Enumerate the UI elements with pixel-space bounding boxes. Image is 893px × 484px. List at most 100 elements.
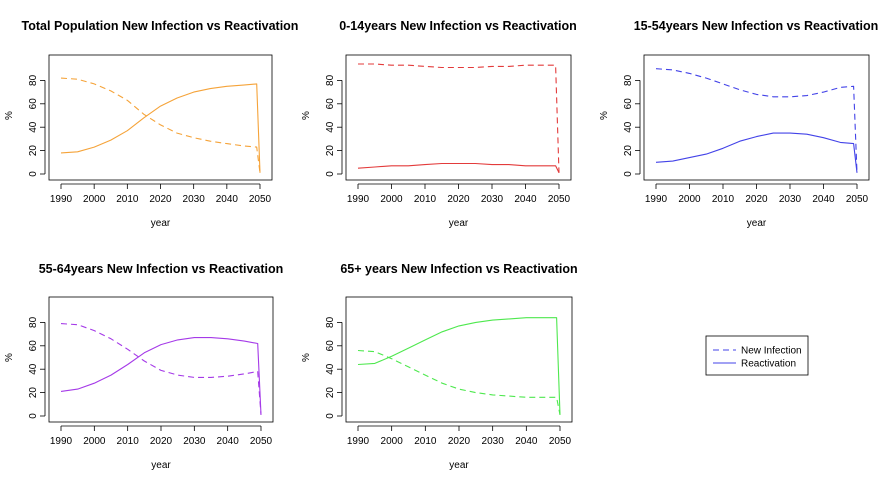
x-axis: 1990 2000 2010 2020 2030 2040 2050 — [50, 183, 272, 205]
chart-panel: 1990 2000 2010 2020 2030 2040 2050020406080Tot… — [4, 19, 298, 229]
x-tick-label: 1990 — [347, 194, 370, 205]
x-axis-title: year — [747, 218, 767, 229]
series-line-reactivation — [60, 337, 262, 415]
x-tick-label: 2000 — [678, 194, 701, 205]
x-tick-label: 2030 — [183, 436, 206, 447]
y-axis-title: % — [301, 353, 312, 362]
x-tick-label: 2010 — [116, 194, 139, 205]
plot-frame — [48, 296, 274, 423]
x-tick-label: 2040 — [515, 436, 538, 447]
series-group — [60, 323, 262, 415]
x-tick-label: 2030 — [779, 194, 802, 205]
chart-panel: 1990 2000 2010 2020 2030 2040 20500204060800-1… — [301, 19, 577, 229]
x-tick-label: 1990 — [645, 194, 668, 205]
y-axis: 0 20 40 60 80 — [325, 74, 343, 177]
x-axis-title: year — [449, 460, 469, 471]
plot-frame — [48, 54, 273, 181]
y-axis-title: % — [599, 111, 610, 120]
series-group — [655, 68, 858, 173]
y-tick-label: 40 — [28, 121, 39, 133]
y-axis-title: % — [4, 111, 15, 120]
y-tick-label: 60 — [28, 340, 39, 352]
x-tick-label: 2030 — [482, 436, 505, 447]
x-tick-label: 2050 — [846, 194, 869, 205]
series-line-new-infection — [358, 63, 560, 173]
y-axis: 0 20 40 60 80 — [28, 74, 46, 177]
plot-frame — [345, 54, 572, 181]
y-tick-label: 60 — [623, 98, 634, 110]
x-axis: 1990 2000 2010 2020 2030 2040 2050 — [347, 425, 572, 447]
x-tick-label: 2040 — [514, 194, 537, 205]
chart-title: 55-64years New Infection vs Reactivation — [39, 262, 284, 276]
y-tick-label: 0 — [325, 413, 336, 419]
y-tick-label: 60 — [325, 98, 336, 110]
x-tick-label: 2010 — [712, 194, 735, 205]
x-tick-label: 2000 — [83, 436, 106, 447]
x-axis-title: year — [449, 218, 469, 229]
legend-label: New Infection — [741, 346, 802, 357]
y-axis: 0 20 40 60 80 — [623, 74, 641, 177]
chart-panel: 1990 2000 2010 2020 2030 2040 205002040608055-… — [4, 262, 283, 471]
series-group — [357, 317, 561, 415]
x-tick-label: 2020 — [745, 194, 768, 205]
legend: New Infection Reactivation — [705, 335, 809, 376]
y-tick-label: 20 — [623, 145, 634, 157]
x-tick-label: 2010 — [117, 436, 140, 447]
series-line-new-infection — [357, 349, 561, 415]
chart-title: 65+ years New Infection vs Reactivation — [340, 262, 577, 276]
y-tick-label: 80 — [28, 316, 39, 328]
y-tick-label: 20 — [28, 145, 39, 157]
chart-title: Total Population New Infection vs Reacti… — [22, 19, 299, 33]
series-group — [60, 77, 261, 173]
x-tick-label: 1990 — [347, 436, 370, 447]
x-tick-label: 1990 — [50, 194, 73, 205]
x-tick-label: 2000 — [380, 194, 403, 205]
legend-box — [705, 335, 809, 376]
y-tick-label: 0 — [623, 171, 634, 177]
x-tick-label: 2040 — [812, 194, 835, 205]
y-tick-label: 80 — [28, 74, 39, 86]
y-tick-label: 80 — [325, 316, 336, 328]
y-tick-label: 40 — [28, 363, 39, 375]
series-line-reactivation — [357, 162, 560, 174]
x-axis-title: year — [151, 460, 171, 471]
y-tick-label: 40 — [623, 121, 634, 133]
x-axis: 1990 2000 2010 2020 2030 2040 2050 — [645, 183, 869, 205]
x-tick-label: 2050 — [250, 436, 273, 447]
chart-panel: 1990 2000 2010 2020 2030 2040 205002040608065+… — [301, 262, 578, 471]
series-line-reactivation — [655, 132, 858, 173]
x-tick-label: 2050 — [549, 436, 572, 447]
x-tick-label: 2020 — [149, 194, 172, 205]
x-tick-label: 2020 — [448, 436, 471, 447]
y-axis-title: % — [301, 111, 312, 120]
y-tick-label: 80 — [325, 74, 336, 86]
y-axis: 0 20 40 60 80 — [325, 316, 343, 419]
x-axis: 1990 2000 2010 2020 2030 2040 2050 — [347, 183, 571, 205]
chart-title: 15-54years New Infection vs Reactivation — [634, 19, 879, 33]
x-tick-label: 2050 — [548, 194, 571, 205]
series-group — [357, 63, 560, 174]
series-line-reactivation — [60, 83, 261, 173]
series-line-new-infection — [655, 68, 858, 173]
series-line-new-infection — [60, 323, 262, 415]
x-tick-label: 2000 — [83, 194, 106, 205]
x-tick-label: 1990 — [50, 436, 73, 447]
series-line-new-infection — [60, 77, 261, 173]
legend-label: Reactivation — [741, 359, 796, 370]
y-tick-label: 60 — [28, 98, 39, 110]
x-tick-label: 2000 — [381, 436, 404, 447]
x-tick-label: 2040 — [217, 436, 240, 447]
x-tick-label: 2020 — [447, 194, 470, 205]
y-tick-label: 60 — [325, 340, 336, 352]
x-tick-label: 2030 — [481, 194, 504, 205]
x-tick-label: 2040 — [216, 194, 239, 205]
plot-frame — [345, 296, 573, 423]
y-tick-label: 20 — [325, 145, 336, 157]
chart-title: 0-14years New Infection vs Reactivation — [339, 19, 577, 33]
y-axis: 0 20 40 60 80 — [28, 316, 46, 419]
chart-panel: 1990 2000 2010 2020 2030 2040 205002040608015-… — [599, 19, 878, 229]
y-tick-label: 20 — [28, 387, 39, 399]
x-tick-label: 2020 — [150, 436, 173, 447]
x-tick-label: 2030 — [183, 194, 206, 205]
